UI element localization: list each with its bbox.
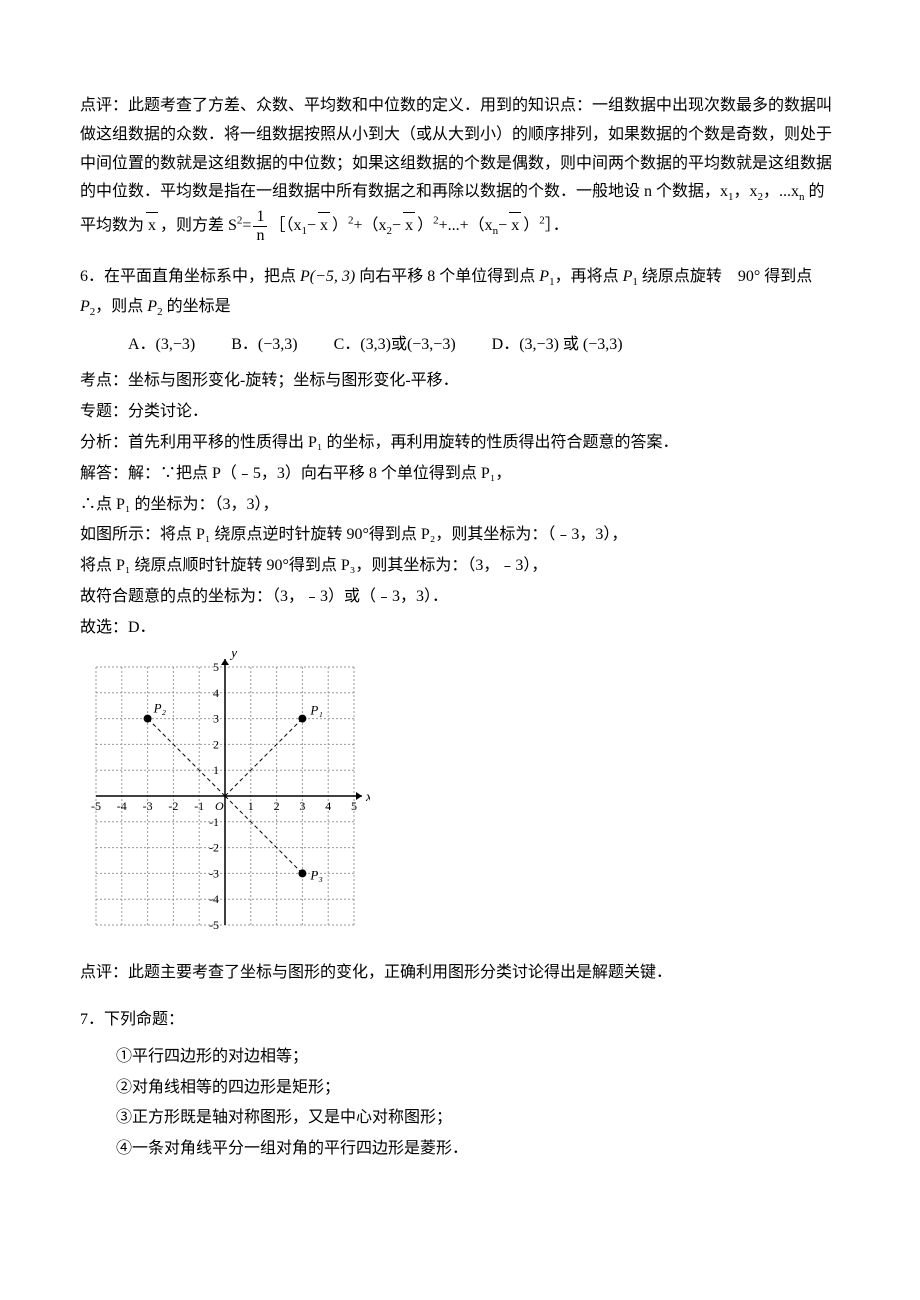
svg-text:P₃: P₃ (309, 867, 322, 882)
q7-item-2: ②对角线相等的四边形是矩形； (116, 1074, 840, 1103)
svg-text:5: 5 (213, 660, 219, 674)
label: 点评： (80, 97, 128, 114)
commentary-1: 点评：此题考查了方差、众数、平均数和中位数的定义．用到的知识点：一组数据中出现次… (80, 92, 840, 245)
svg-text:2: 2 (274, 799, 280, 813)
q6-jieda-3: 如图所示：将点 P₁ 绕原点逆时针旋转 90°得到点 P₂，则其坐标为：（﹣3，… (80, 521, 840, 550)
q6-jieda-5: 故符合题意的点的坐标为：（3，﹣3）或（﹣3，3）． (80, 583, 840, 612)
svg-text:-3: -3 (209, 866, 219, 880)
q7-item-3: ③正方形既是轴对称图形，又是中心对称图形； (116, 1104, 840, 1133)
option-C: C．(3,3)或(−3,−3) (334, 331, 456, 360)
svg-text:1: 1 (213, 763, 219, 777)
q6-dianping: 点评：此题主要考查了坐标与图形的变化，正确利用图形分类讨论得出是解题关键． (80, 959, 840, 988)
q6-fenxi: 分析：首先利用平移的性质得出 P₁ 的坐标，再利用旋转的性质得出符合题意的答案． (80, 429, 840, 458)
q-number: 6． (80, 268, 104, 285)
svg-text:4: 4 (213, 685, 219, 699)
option-B: B．(−3,3) (231, 331, 297, 360)
svg-text:x: x (365, 790, 370, 805)
svg-text:1: 1 (248, 799, 254, 813)
svg-text:-1: -1 (209, 814, 219, 828)
q6-jieda-4: 将点 P₁ 绕原点顺时针旋转 90°得到点 P₃，则其坐标为：（3，﹣3）， (80, 552, 840, 581)
q6-kaodian: 考点：坐标与图形变化-旋转；坐标与图形变化-平移． (80, 367, 840, 396)
svg-text:2: 2 (213, 737, 219, 751)
coordinate-grid: -5 -4 -3 -2 -1 1 2 3 4 5 -5 -4 -3 -2 -1 1 2 3 4 5 Ox y P₁ P₂ P₃ (80, 651, 370, 941)
option-A: A．(3,−3) (128, 331, 195, 360)
q7-item-4: ④一条对角线平分一组对角的平行四边形是菱形． (116, 1135, 840, 1164)
svg-text:-5: -5 (91, 799, 101, 813)
svg-text:O: O (215, 799, 224, 813)
q6-options: A．(3,−3) B．(−3,3) C．(3,3)或(−3,−3) D．(3,−… (128, 331, 840, 360)
question-7: 7．下列命题： (80, 1006, 840, 1035)
option-D: D．(3,−3) 或 (−3,3) (492, 331, 623, 360)
svg-text:-4: -4 (117, 799, 127, 813)
svg-text:4: 4 (325, 799, 331, 813)
q6-diagram: -5 -4 -3 -2 -1 1 2 3 4 5 -5 -4 -3 -2 -1 1 2 3 4 5 Ox y P₁ P₂ P₃ (80, 651, 840, 952)
svg-text:-2: -2 (209, 840, 219, 854)
q6-zhuanti: 专题：分类讨论． (80, 398, 840, 427)
q6-jieda-6: 故选：D． (80, 614, 840, 643)
q6-jieda-2: ∴点 P₁ 的坐标为：（3，3）， (80, 491, 840, 520)
q7-item-1: ①平行四边形的对边相等； (116, 1043, 840, 1072)
svg-text:-4: -4 (209, 892, 219, 906)
svg-text:-5: -5 (209, 918, 219, 932)
svg-text:5: 5 (351, 799, 357, 813)
svg-text:3: 3 (299, 799, 305, 813)
svg-text:-2: -2 (168, 799, 178, 813)
q-number: 7． (80, 1011, 104, 1028)
svg-text:-3: -3 (143, 799, 153, 813)
svg-text:P₁: P₁ (309, 702, 322, 717)
svg-text:3: 3 (213, 711, 219, 725)
q6-jieda-1: 解答：解：∵把点 P（﹣5，3）向右平移 8 个单位得到点 P₁， (80, 460, 840, 489)
svg-text:-1: -1 (194, 799, 204, 813)
svg-text:y: y (229, 651, 238, 661)
svg-text:P₂: P₂ (153, 700, 167, 715)
question-6: 6．在平面直角坐标系中，把点 P(−5, 3) 向右平移 8 个单位得到点 P1… (80, 263, 840, 323)
